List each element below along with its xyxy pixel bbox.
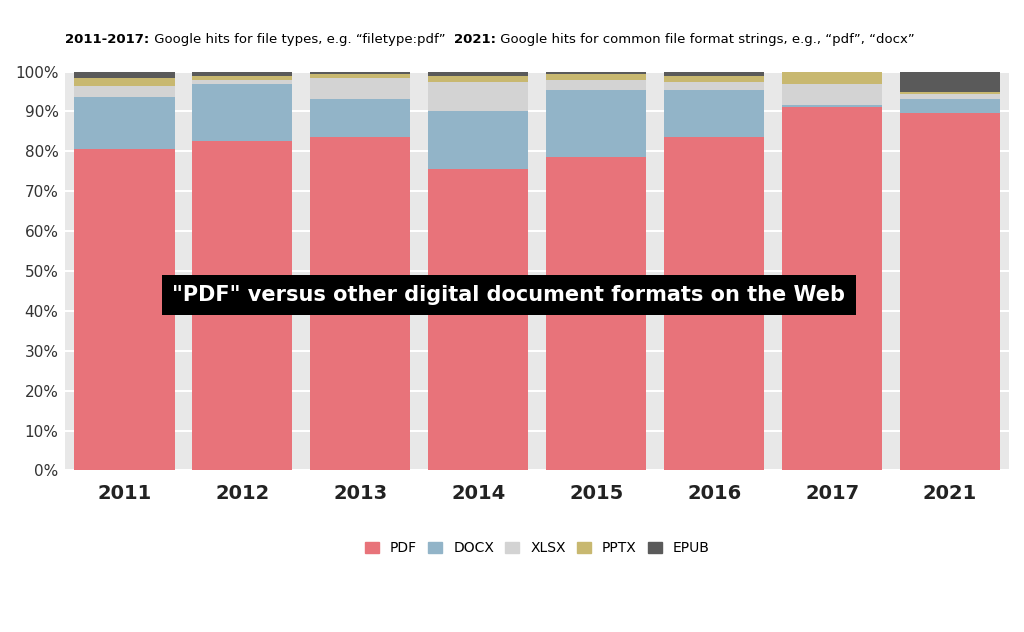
Text: 2011-2017:: 2011-2017: <box>66 33 150 46</box>
Bar <box>546 71 646 73</box>
Bar <box>193 80 293 83</box>
Bar <box>546 80 646 90</box>
Bar <box>75 71 174 78</box>
Bar <box>428 76 528 82</box>
Bar <box>900 92 1000 94</box>
Bar <box>75 97 174 149</box>
Bar <box>193 76 293 80</box>
Bar <box>193 83 293 142</box>
Text: "PDF" versus other digital document formats on the Web: "PDF" versus other digital document form… <box>172 285 846 305</box>
Bar <box>546 73 646 80</box>
Bar <box>310 73 411 78</box>
Bar <box>664 137 764 470</box>
Bar <box>428 111 528 169</box>
Bar <box>428 71 528 76</box>
Bar <box>193 71 293 76</box>
Bar <box>782 106 883 107</box>
Bar <box>664 82 764 90</box>
Bar <box>900 114 1000 470</box>
Bar <box>664 90 764 137</box>
Bar <box>193 142 293 470</box>
Bar <box>900 94 1000 99</box>
Bar <box>310 71 411 73</box>
Bar <box>428 169 528 470</box>
Text: Google hits for common file format strings, e.g., “pdf”, “docx”: Google hits for common file format strin… <box>496 33 914 46</box>
Bar <box>782 107 883 470</box>
Bar <box>310 78 411 99</box>
Bar <box>900 71 1000 92</box>
Bar <box>75 85 174 97</box>
Bar <box>75 149 174 470</box>
Bar <box>782 83 883 106</box>
Text: Google hits for file types, e.g. “filetype:pdf”: Google hits for file types, e.g. “filety… <box>150 33 454 46</box>
Bar <box>782 71 883 83</box>
Bar <box>900 99 1000 114</box>
Bar <box>310 137 411 470</box>
Bar <box>664 71 764 76</box>
Legend: PDF, DOCX, XLSX, PPTX, EPUB: PDF, DOCX, XLSX, PPTX, EPUB <box>360 537 714 559</box>
Bar <box>546 90 646 157</box>
Bar <box>310 99 411 137</box>
Bar <box>664 76 764 82</box>
Bar <box>428 82 528 111</box>
Bar <box>75 78 174 85</box>
Bar <box>546 157 646 470</box>
Text: 2021:: 2021: <box>454 33 496 46</box>
